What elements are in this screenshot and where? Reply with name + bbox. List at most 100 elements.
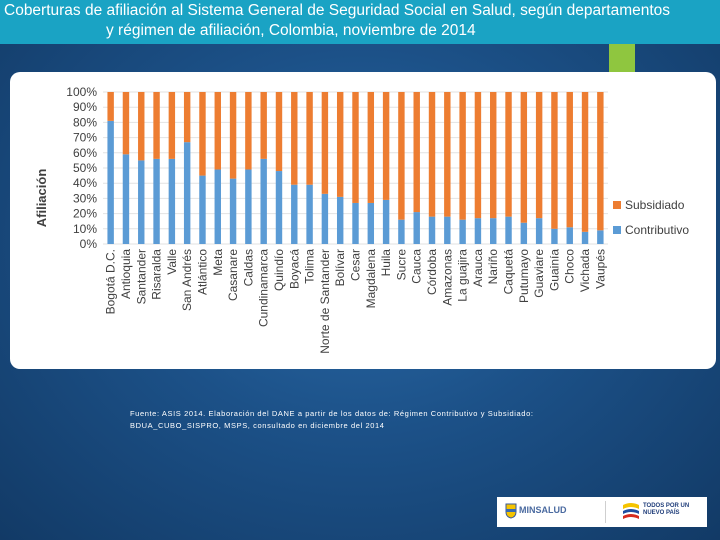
bar-subsidiado [398, 92, 405, 220]
legend-swatch-subsidiado [613, 201, 621, 209]
bar-subsidiado [382, 92, 390, 200]
x-tick-label: Cesar [349, 249, 363, 281]
y-tick-label: 60% [73, 146, 97, 160]
x-tick-label: Bolívar [333, 249, 347, 286]
bar-contributivo [291, 184, 298, 244]
bar-contributivo [245, 169, 252, 244]
bar-subsidiado [107, 92, 114, 121]
source-line2: BDUA_CUBO_SISPRO, MSPS, consultado en di… [130, 421, 385, 430]
x-tick-label: Vaupés [593, 249, 607, 289]
bar-subsidiado [474, 92, 482, 219]
y-tick-label: 40% [73, 176, 97, 190]
bar-contributivo [398, 219, 405, 244]
x-tick-label: Norte de Santander [318, 249, 332, 354]
tpnp-line1: TODOS POR UN [643, 503, 690, 509]
x-tick-label: Guaviare [532, 249, 546, 298]
bar-contributivo [260, 158, 267, 244]
bar-contributivo [566, 227, 573, 244]
y-tick-label: 80% [73, 115, 97, 129]
x-tick-label: Santander [134, 249, 148, 304]
legend-label-contributivo: Contributivo [625, 223, 689, 237]
bar-contributivo [306, 184, 313, 244]
bar-subsidiado [122, 92, 130, 155]
bar-contributivo [505, 216, 512, 244]
y-axis-label: Afiliación [34, 169, 49, 228]
bar-contributivo [459, 219, 466, 244]
bar-subsidiado [459, 92, 466, 220]
legend-label-subsidiado: Subsidiado [625, 198, 685, 212]
bar-contributivo [444, 216, 451, 244]
x-tick-label: Vichada [578, 249, 592, 292]
x-tick-label: Boyacá [287, 249, 301, 289]
bar-subsidiado [551, 92, 558, 229]
bar-subsidiado [520, 92, 528, 223]
bar-subsidiado [336, 92, 344, 197]
chart-panel: 0% 10% 20% 30% 40% 50% 60% 70% 80% 90% 100% Bogotá… [10, 72, 716, 369]
bar-contributivo [107, 120, 114, 244]
x-tick-label: Guainía [547, 249, 561, 291]
bar-subsidiado [597, 92, 604, 231]
bar-subsidiado [199, 92, 206, 176]
bar-subsidiado [352, 92, 359, 203]
flag-stripes-icon [623, 503, 639, 519]
bar-subsidiado [367, 92, 375, 203]
bar-contributivo [183, 142, 191, 244]
bar-subsidiado [138, 92, 145, 161]
x-tick-label: Nariño [486, 249, 500, 285]
x-tick-label: Bogotá D.C. [104, 249, 118, 314]
source-note: Fuente: ASIS 2014. Elaboración del DANE … [130, 408, 690, 432]
bar-contributivo [367, 202, 375, 244]
bar-contributivo [474, 218, 482, 244]
x-tick-label: Córdoba [425, 249, 439, 295]
legend-swatch-contributivo [613, 226, 621, 234]
bar-contributivo [382, 199, 390, 244]
y-tick-label: 0% [80, 237, 98, 251]
bar-contributivo [321, 193, 329, 244]
bar-subsidiado [505, 92, 512, 217]
y-tick-label: 90% [73, 100, 97, 114]
bar-contributivo [153, 158, 160, 244]
bar-contributivo [168, 158, 176, 244]
tpnp-logo-text: TODOS POR UN NUEVO PAÍS [643, 503, 689, 517]
x-tick-label: San Andrés [180, 249, 194, 311]
bar-subsidiado [214, 92, 221, 170]
bar-contributivo [597, 230, 604, 244]
x-tick-label: Tolima [303, 249, 317, 284]
bar-subsidiado [581, 92, 589, 232]
bar-subsidiado [413, 92, 420, 213]
x-tick-label: Quindío [272, 249, 286, 291]
bar-contributivo [551, 228, 558, 244]
x-tick-label: Magdalena [364, 249, 378, 309]
title-bar [0, 0, 720, 44]
x-tick-label: Antioquia [119, 249, 133, 299]
page-title-line2: y régimen de afiliación, Colombia, novie… [106, 22, 476, 39]
logo-strip: MINSALUD TODOS POR UN NUEVO PAÍS [497, 497, 707, 527]
y-tick-label: 10% [73, 222, 97, 236]
bar-subsidiado [168, 92, 176, 159]
bar-contributivo [275, 171, 283, 244]
bar-subsidiado [245, 92, 252, 170]
bar-subsidiado [490, 92, 497, 219]
y-tick-label: 20% [73, 207, 97, 221]
bar-subsidiado [444, 92, 451, 217]
x-tick-label: Caldas [241, 249, 255, 286]
x-tick-label: Arauca [471, 249, 485, 287]
logo-divider [605, 501, 606, 523]
x-tick-label: Amazonas [440, 249, 454, 306]
bar-contributivo [535, 218, 543, 244]
bar-contributivo [352, 202, 359, 244]
bar-subsidiado [229, 92, 237, 179]
x-tick-label: Sucre [394, 249, 408, 281]
x-tick-label: Atlántico [195, 249, 209, 295]
x-tick-label: Risaralda [150, 249, 164, 300]
coat-of-arms-icon [505, 503, 517, 519]
x-tick-label: La guajira [456, 249, 470, 302]
page-title-line1: Coberturas de afiliación al Sistema Gene… [4, 2, 671, 19]
x-tick-label: Valle [165, 249, 179, 275]
bar-contributivo [199, 175, 206, 244]
x-tick-label: Meta [211, 249, 225, 276]
minsalud-logo-text: MINSALUD [519, 505, 567, 515]
bar-contributivo [413, 212, 420, 244]
bar-subsidiado [291, 92, 298, 185]
x-tick-label: Caquetá [502, 249, 516, 295]
